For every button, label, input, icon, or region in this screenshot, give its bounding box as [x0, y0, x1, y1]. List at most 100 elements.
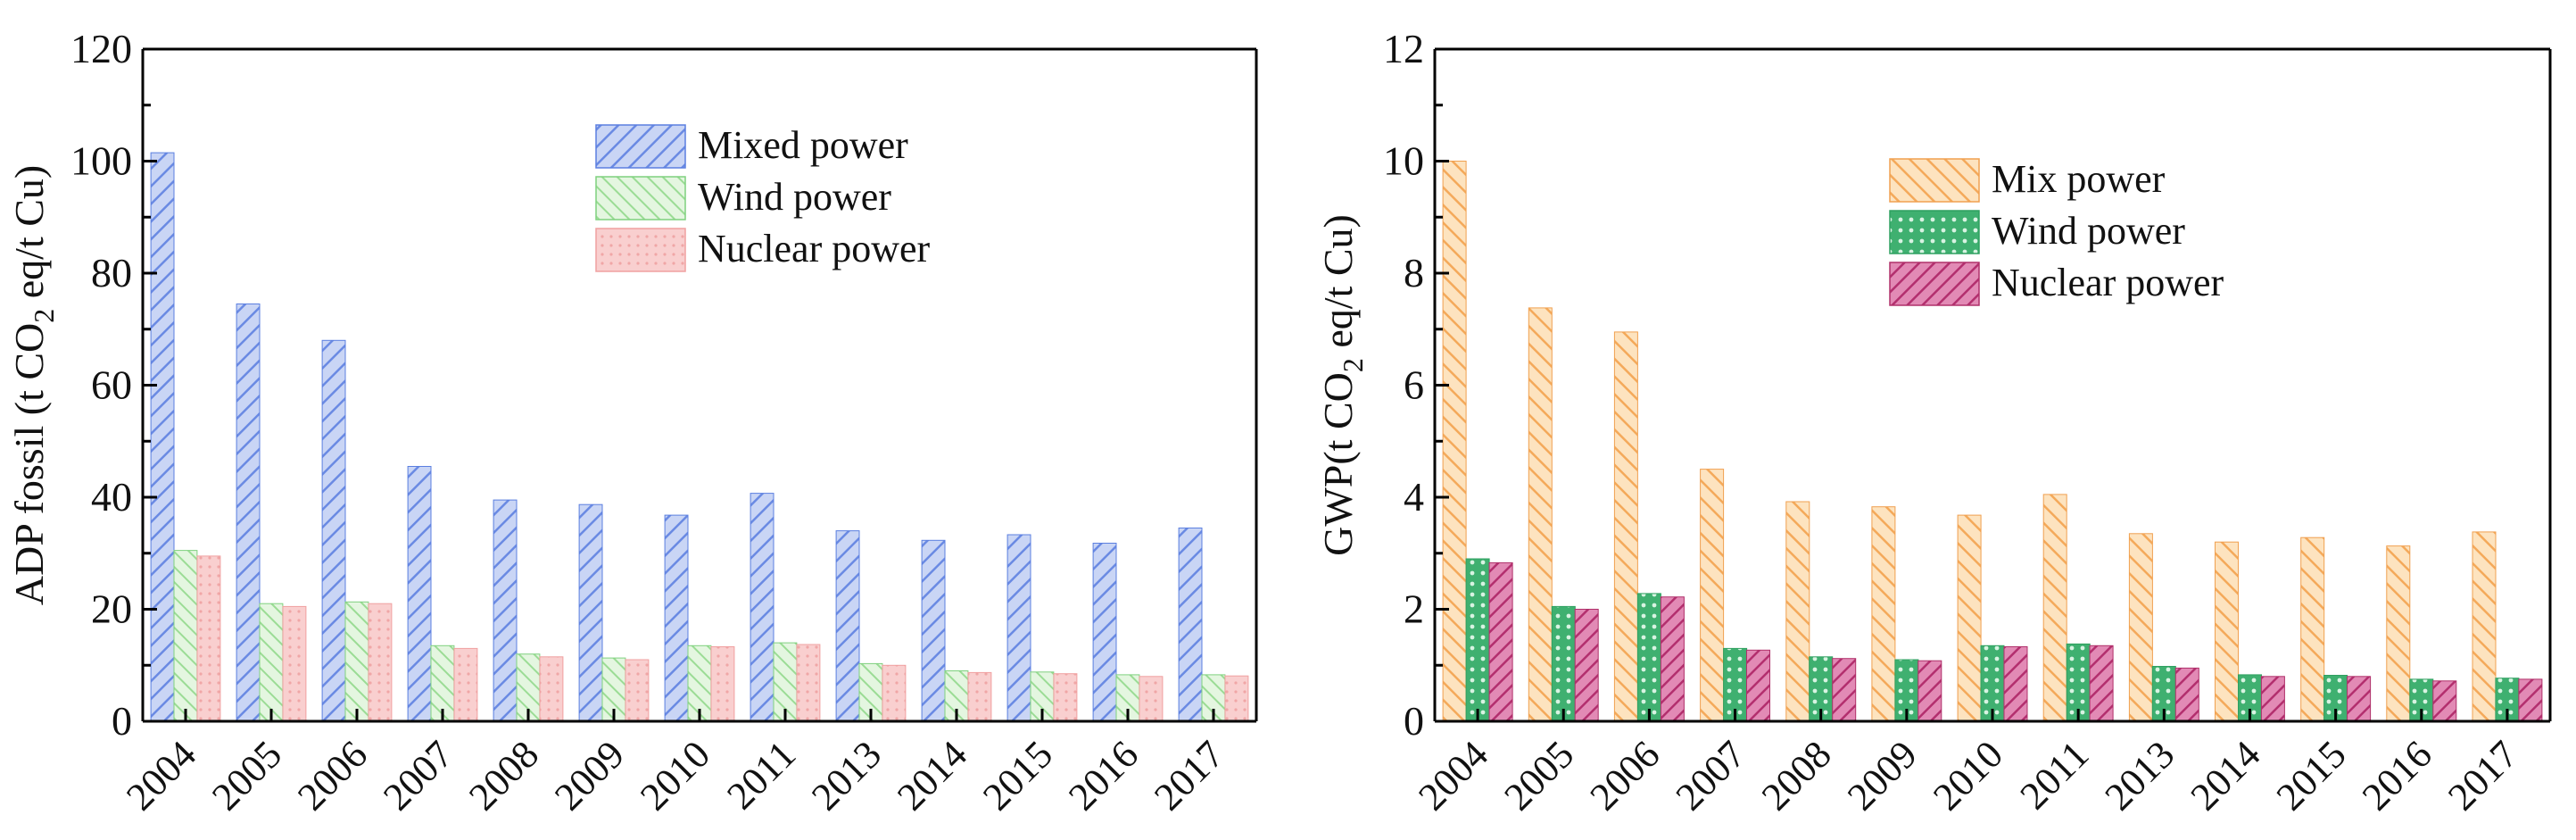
y-tick-label: 100: [70, 138, 132, 184]
bar-wind-power-2006: [1636, 593, 1661, 722]
x-tick-label-2006: 2006: [289, 732, 376, 819]
bar-nuclear-power-2014: [2260, 676, 2285, 722]
y-axis-title: ADP fossil (t CO2 eq/t Cu): [6, 165, 60, 605]
y-tick-label: 0: [112, 698, 132, 744]
bar-wind-power-2005: [1551, 605, 1576, 722]
y-axis-title-part: eq/t Cu): [1315, 214, 1361, 358]
bar-nuclear-power-2016: [1139, 676, 1164, 722]
bar-nuclear-power-2013: [882, 664, 907, 722]
y-tick-label: 120: [70, 26, 132, 71]
bar-nuclear-power-2008: [1832, 658, 1857, 722]
bar-mix-power-2010: [1957, 514, 1982, 722]
x-tick-label-2009: 2009: [546, 732, 633, 819]
legend-swatch-mixed-power: [595, 124, 686, 169]
x-tick-label-2006: 2006: [1582, 732, 1669, 819]
x-tick-label-2013: 2013: [803, 732, 890, 819]
bar-mixed-power-2011: [750, 493, 774, 722]
bar-wind-power-2011: [773, 642, 798, 722]
bar-nuclear-power-2013: [2174, 667, 2199, 722]
bar-mixed-power-2009: [578, 503, 603, 722]
y-tick-label: 2: [1404, 586, 1424, 632]
bar-wind-power-2006: [344, 601, 369, 722]
bar-mix-power-2014: [2215, 541, 2239, 722]
x-tick-label-2011: 2011: [2012, 732, 2098, 818]
y-axis-title-part: eq/t Cu): [6, 165, 52, 309]
y-tick-label: 40: [91, 474, 132, 520]
y-tick-label: 20: [91, 586, 132, 632]
bar-nuclear-power-2009: [625, 659, 650, 722]
bar-nuclear-power-2011: [2089, 645, 2114, 722]
x-tick-label-2008: 2008: [1753, 732, 1840, 819]
y-axis-title: GWP(t CO2 eq/t Cu): [1315, 214, 1369, 556]
bar-nuclear-power-2005: [1574, 609, 1599, 722]
bar-nuclear-power-2016: [2432, 680, 2457, 722]
x-tick-label-2005: 2005: [1495, 732, 1582, 819]
bar-nuclear-power-2008: [539, 656, 564, 722]
x-tick-label-2013: 2013: [2097, 732, 2183, 819]
bar-mixed-power-2016: [1092, 543, 1117, 722]
bar-mix-power-2006: [1613, 331, 1638, 722]
legend-swatch-nuclear-power: [1889, 262, 1980, 306]
bar-mix-power-2009: [1871, 506, 1896, 722]
legend-swatch-wind-power: [595, 176, 686, 220]
y-tick-label: 12: [1383, 26, 1424, 71]
x-tick-label-2007: 2007: [1668, 732, 1754, 819]
y-tick-label: 4: [1404, 474, 1424, 520]
x-tick-label-2017: 2017: [2439, 732, 2526, 819]
legend-label-mix-power: Mix power: [1992, 157, 2166, 201]
bar-wind-power-2011: [2066, 643, 2091, 722]
bar-mix-power-2004: [1442, 161, 1467, 722]
bar-mix-power-2016: [2386, 545, 2411, 722]
bar-nuclear-power-2015: [1053, 673, 1078, 722]
x-tick-label-2014: 2014: [889, 732, 975, 819]
bar-mixed-power-2013: [835, 530, 860, 722]
x-tick-label-2011: 2011: [718, 732, 804, 818]
bar-nuclear-power-2006: [1660, 596, 1685, 722]
bar-nuclear-power-2017: [1224, 675, 1249, 722]
bar-mix-power-2007: [1700, 469, 1725, 722]
bar-wind-power-2007: [430, 645, 455, 722]
x-tick-label-2007: 2007: [375, 732, 461, 819]
bar-nuclear-power-2011: [796, 644, 821, 722]
bar-nuclear-power-2010: [710, 646, 735, 722]
bar-mixed-power-2014: [921, 539, 946, 722]
legend: Mix power Wind power Nuclear power: [1889, 157, 2224, 306]
bar-mix-power-2011: [2042, 494, 2067, 722]
bar-nuclear-power-2007: [1746, 649, 1770, 722]
bar-nuclear-power-2004: [196, 555, 221, 722]
legend-label-nuclear-power: Nuclear power: [698, 227, 931, 270]
x-tick-label-2015: 2015: [2268, 732, 2355, 819]
bar-mixed-power-2005: [236, 304, 261, 722]
bar-mix-power-2008: [1785, 501, 1810, 722]
bar-nuclear-power-2017: [2518, 678, 2543, 722]
bar-wind-power-2010: [687, 645, 712, 722]
y-tick-label: 0: [1404, 698, 1424, 744]
bar-wind-power-2004: [173, 550, 198, 722]
legend-swatch-nuclear-power: [595, 228, 686, 272]
x-tick-label-2010: 2010: [632, 732, 718, 819]
x-tick-label-2017: 2017: [1146, 732, 1232, 819]
x-tick-label-2004: 2004: [1410, 732, 1496, 819]
y-axis-title-subscript: 2: [1337, 358, 1369, 372]
x-tick-label-2015: 2015: [974, 732, 1061, 819]
bar-mixed-power-2010: [664, 514, 689, 722]
bar-mix-power-2013: [2128, 533, 2153, 722]
y-axis-title-part: ADP fossil (t CO: [6, 323, 52, 606]
bar-nuclear-power-2009: [1918, 660, 1942, 722]
bar-wind-power-2010: [1980, 645, 2005, 722]
x-tick-label-2010: 2010: [1925, 732, 2011, 819]
x-tick-label-2009: 2009: [1839, 732, 1926, 819]
x-tick-label-2016: 2016: [1060, 732, 1147, 819]
x-tick-label-2005: 2005: [203, 732, 290, 819]
x-tick-label-2008: 2008: [460, 732, 547, 819]
y-tick-label: 60: [91, 362, 132, 408]
bars: [150, 152, 1249, 722]
x-tick-label-2016: 2016: [2354, 732, 2440, 819]
bar-mix-power-2005: [1528, 307, 1553, 722]
x-tick-label-2004: 2004: [118, 732, 204, 819]
bar-mixed-power-2006: [321, 339, 346, 722]
y-axis-title-subscript: 2: [28, 309, 60, 323]
